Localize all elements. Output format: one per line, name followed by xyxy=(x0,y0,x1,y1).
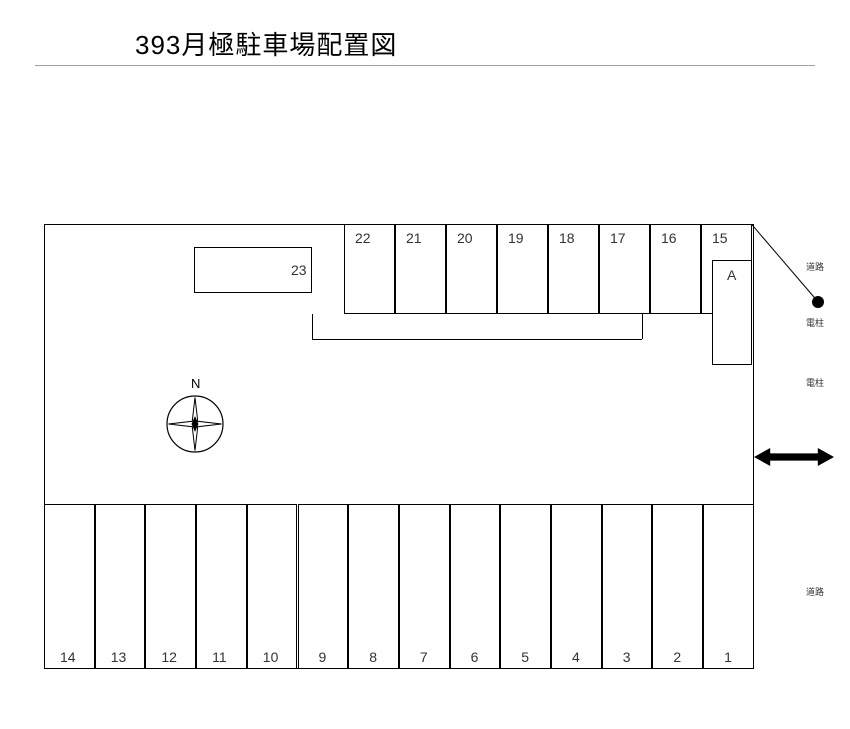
space-number: 19 xyxy=(508,230,524,246)
space-number: A xyxy=(727,267,736,283)
parking-space-18: 18 xyxy=(548,224,599,314)
space-number: 1 xyxy=(724,649,732,665)
parking-space-22: 22 xyxy=(344,224,395,314)
parking-space-1: 1 xyxy=(703,504,754,669)
compass-label: N xyxy=(191,376,200,391)
parking-space-11: 11 xyxy=(196,504,247,669)
side-label-road_top: 道路 xyxy=(806,260,824,273)
step-connector xyxy=(312,314,313,339)
space-number: 15 xyxy=(712,230,728,246)
space-number: 16 xyxy=(661,230,677,246)
side-label-pole_upper: 電柱 xyxy=(806,316,824,329)
parking-space-16: 16 xyxy=(650,224,701,314)
space-number: 6 xyxy=(471,649,479,665)
side-label-road_bottom: 道路 xyxy=(806,585,824,598)
space-number: 4 xyxy=(572,649,580,665)
space-number: 17 xyxy=(610,230,626,246)
page-title: 393月極駐車場配置図 xyxy=(135,25,397,62)
space-number: 5 xyxy=(521,649,529,665)
parking-space-20: 20 xyxy=(446,224,497,314)
space-number: 9 xyxy=(319,649,327,665)
space-number: 22 xyxy=(355,230,371,246)
space-number: 3 xyxy=(623,649,631,665)
compass-icon xyxy=(163,392,227,456)
parking-space-23: 23 xyxy=(194,247,312,293)
space-number: 20 xyxy=(457,230,473,246)
parking-space-5: 5 xyxy=(500,504,551,669)
title-underline xyxy=(35,65,815,66)
parking-space-4: 4 xyxy=(551,504,602,669)
step-line xyxy=(312,339,642,340)
parking-space-13: 13 xyxy=(95,504,146,669)
step-connector-right xyxy=(642,314,643,339)
parking-space-14: 14 xyxy=(44,504,95,669)
parking-space-8: 8 xyxy=(348,504,399,669)
parking-space-12: 12 xyxy=(145,504,196,669)
space-number: 14 xyxy=(60,649,76,665)
parking-space-6: 6 xyxy=(450,504,501,669)
space-number: 21 xyxy=(406,230,422,246)
space-number: 8 xyxy=(369,649,377,665)
side-label-pole_lower: 電柱 xyxy=(806,376,824,389)
space-number: 10 xyxy=(263,649,279,665)
parking-space-19: 19 xyxy=(497,224,548,314)
double-arrow-icon xyxy=(754,448,834,466)
parking-space-17: 17 xyxy=(599,224,650,314)
parking-space-2: 2 xyxy=(652,504,703,669)
space-number: 2 xyxy=(673,649,681,665)
space-number: 7 xyxy=(420,649,428,665)
parking-space-9: 9 xyxy=(298,504,349,669)
space-number: 13 xyxy=(111,649,127,665)
space-number: 18 xyxy=(559,230,575,246)
parking-space-3: 3 xyxy=(602,504,653,669)
parking-space-21: 21 xyxy=(395,224,446,314)
parking-space-10: 10 xyxy=(247,504,298,669)
parking-space-A: A xyxy=(712,260,752,365)
space-number: 11 xyxy=(212,649,227,665)
space-number: 12 xyxy=(161,649,177,665)
parking-space-7: 7 xyxy=(399,504,450,669)
space-number: 23 xyxy=(291,262,307,278)
